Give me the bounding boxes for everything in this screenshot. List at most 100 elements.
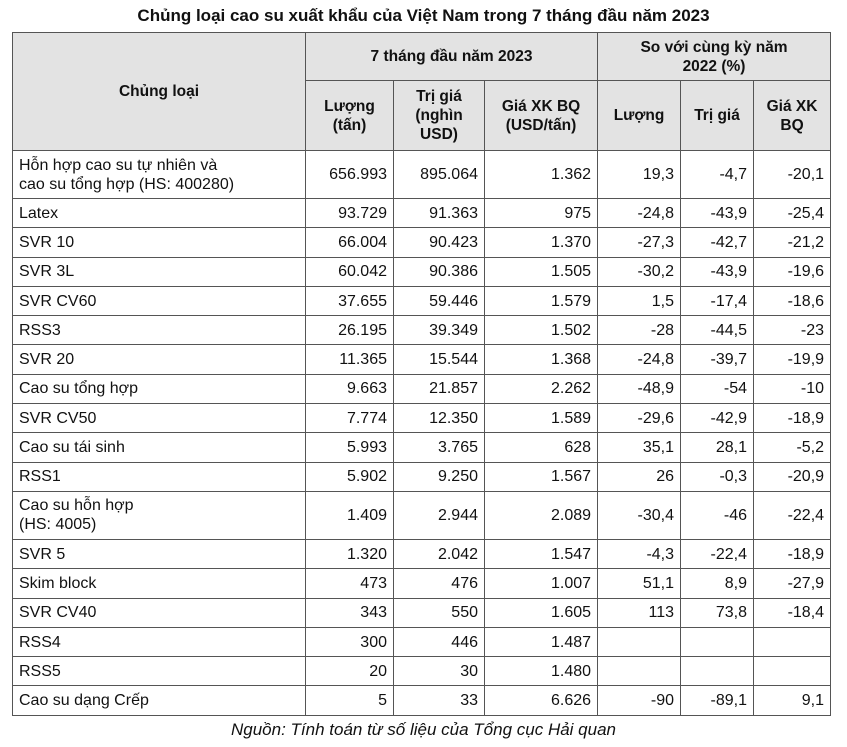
value-cell: -27,3	[597, 227, 682, 258]
row-label: Hỗn hợp cao su tự nhiên và cao su tổng h…	[12, 150, 306, 199]
row-label: SVR CV40	[12, 597, 306, 628]
row-label: Cao su hỗn hợp (HS: 4005)	[12, 490, 306, 540]
value-cell: 93.729	[305, 197, 394, 229]
value-cell: 9,1	[753, 685, 832, 716]
table-row: SVR 20 11.365 15.544 1.368 -24,8 -39,7 -19,9	[12, 344, 832, 375]
value-cell: 473	[305, 568, 394, 599]
value-cell: -24,8	[597, 197, 682, 229]
header-group: So với cùng kỳ năm 2022 (%)	[597, 32, 832, 81]
value-cell: 2.262	[483, 373, 599, 405]
value-cell: -30,2	[597, 256, 682, 287]
value-cell: -20,1	[753, 150, 832, 199]
value-cell: 1.320	[305, 538, 394, 570]
value-cell: -39,7	[680, 344, 755, 375]
value-cell: 3.765	[393, 432, 485, 463]
value-cell: -42,7	[680, 227, 755, 258]
value-cell: 8,9	[680, 568, 755, 599]
value-cell: -44,5	[680, 315, 755, 346]
value-cell: -30,4	[597, 490, 682, 540]
value-cell: 19,3	[597, 150, 682, 199]
value-cell: 26.195	[305, 315, 394, 346]
value-cell: 12.350	[393, 403, 485, 434]
value-cell: 9.250	[393, 461, 485, 492]
value-cell: -20,9	[753, 461, 832, 492]
row-label: RSS5	[12, 656, 306, 687]
value-cell: 895.064	[393, 150, 485, 199]
table-row: Latex 93.729 91.363 975 -24,8 -43,9 -25,4	[12, 197, 832, 229]
value-cell: 39.349	[393, 315, 485, 346]
value-cell: 113	[597, 597, 682, 628]
value-cell: 20	[305, 656, 394, 687]
value-cell: 28,1	[680, 432, 755, 463]
value-cell: -46	[680, 490, 755, 540]
value-cell: 975	[483, 197, 599, 229]
value-cell: 6.626	[483, 685, 599, 716]
value-cell: -18,4	[753, 597, 832, 628]
value-cell: 1.547	[483, 538, 599, 570]
value-cell: 11.365	[305, 344, 394, 375]
value-cell: -22,4	[753, 490, 832, 540]
value-cell: -24,8	[597, 344, 682, 375]
value-cell: 343	[305, 597, 394, 628]
table-row: Skim block 473 476 1.007 51,1 8,9 -27,9	[12, 568, 832, 599]
value-cell: 1.567	[483, 461, 599, 492]
value-cell: -90	[597, 685, 682, 716]
empty-cell	[597, 626, 682, 658]
row-label: SVR 3L	[12, 256, 306, 287]
value-cell: 1.505	[483, 256, 599, 287]
subheader-cell: Trị giá	[680, 80, 755, 151]
value-cell: -0,3	[680, 461, 755, 492]
value-cell: 35,1	[597, 432, 682, 463]
value-cell: 37.655	[305, 285, 394, 317]
row-label: SVR CV60	[12, 285, 306, 317]
data-table: Chủng loại 7 tháng đầu năm 2023 So với c…	[12, 32, 832, 716]
value-cell: 656.993	[305, 150, 394, 199]
row-label: RSS4	[12, 626, 306, 658]
value-cell: -23	[753, 315, 832, 346]
table-row: SVR 5 1.320 2.042 1.547 -4,3 -22,4 -18,9	[12, 538, 832, 570]
value-cell: -28	[597, 315, 682, 346]
value-cell: 90.423	[393, 227, 485, 258]
value-cell: 5.902	[305, 461, 394, 492]
value-cell: 550	[393, 597, 485, 628]
table-row: SVR CV50 7.774 12.350 1.589 -29,6 -42,9 -18,9	[12, 403, 832, 434]
value-cell: 51,1	[597, 568, 682, 599]
value-cell: -89,1	[680, 685, 755, 716]
source-note: Nguồn: Tính toán từ số liệu của Tổng cục…	[230, 720, 616, 739]
value-cell: 300	[305, 626, 394, 658]
table-title: Chủng loại cao su xuất khẩu của Việt Nam…	[137, 6, 710, 25]
value-cell: 446	[393, 626, 485, 658]
subheader-cell: Giá XK BQ	[753, 80, 832, 151]
table-row: Cao su dạng Crếp 5 33 6.626 -90 -89,1 9,1	[12, 685, 832, 716]
value-cell: -48,9	[597, 373, 682, 405]
value-cell: 1.605	[483, 597, 599, 628]
row-label: SVR 5	[12, 538, 306, 570]
value-cell: 1.502	[483, 315, 599, 346]
value-cell: -43,9	[680, 256, 755, 287]
value-cell: 30	[393, 656, 485, 687]
value-cell: -54	[680, 373, 755, 405]
value-cell: 1.487	[483, 626, 599, 658]
empty-cell	[597, 656, 682, 687]
value-cell: 33	[393, 685, 485, 716]
subheader-cell: Trị giá (nghìn USD)	[393, 80, 485, 151]
value-cell: -21,2	[753, 227, 832, 258]
value-cell: -18,9	[753, 538, 832, 570]
table-row: RSS3 26.195 39.349 1.502 -28 -44,5 -23	[12, 315, 832, 346]
table-row: Cao su tái sinh 5.993 3.765 628 35,1 28,1 -5,2	[12, 432, 832, 463]
table-row: RSS5 20 30 1.480	[12, 656, 832, 687]
subheader-cell: Lượng (tấn)	[305, 80, 394, 151]
value-cell: 90.386	[393, 256, 485, 287]
value-cell: -5,2	[753, 432, 832, 463]
value-cell: 7.774	[305, 403, 394, 434]
value-cell: 628	[483, 432, 599, 463]
value-cell: -25,4	[753, 197, 832, 229]
value-cell: -22,4	[680, 538, 755, 570]
empty-cell	[753, 656, 832, 687]
value-cell: 1.007	[483, 568, 599, 599]
subheader-cell: Lượng	[597, 80, 682, 151]
value-cell: 2.089	[483, 490, 599, 540]
value-cell: 9.663	[305, 373, 394, 405]
value-cell: -4,7	[680, 150, 755, 199]
value-cell: 59.446	[393, 285, 485, 317]
